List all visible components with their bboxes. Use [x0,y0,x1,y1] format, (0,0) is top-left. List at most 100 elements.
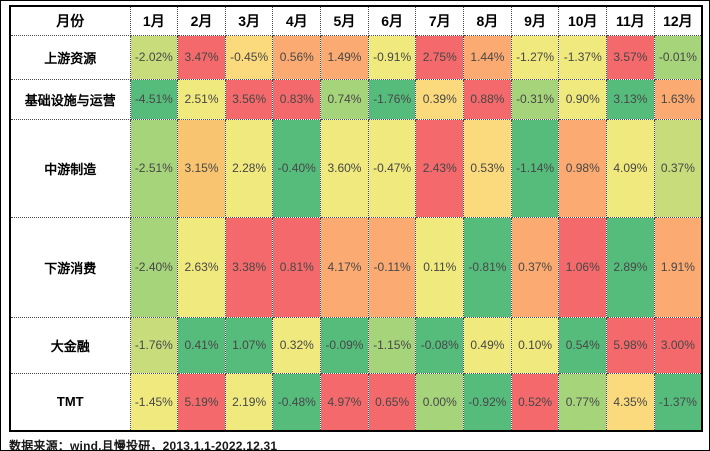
heatmap-cell: -2.40% [129,216,179,318]
heatmap-cell: 0.65% [367,372,417,432]
heatmap-cell: -2.02% [129,34,179,80]
heatmap-cell: -0.91% [367,34,417,80]
heatmap-cell: 2.75% [415,34,465,80]
heatmap-cell: 3.38% [224,216,274,318]
month-header-7: 7月 [415,5,465,36]
heatmap-cell: 2.51% [177,78,226,120]
heatmap-cell: 1.06% [558,216,608,318]
heatmap-cell: 0.74% [320,78,369,120]
month-header-10: 10月 [558,5,608,36]
heatmap-cell: -0.01% [653,34,703,80]
heatmap-cell: 0.00% [415,372,465,432]
sector-row: 中游制造 -2.51% 3.15% 2.28% -0.40% 3.60% -0.47% 2.4… [9,118,703,218]
heatmap-cell: -1.27% [510,34,560,80]
heatmap-cell: 0.41% [177,316,226,374]
heatmap-cell: -1.37% [558,34,608,80]
heatmap-cell: 1.07% [224,316,274,374]
heatmap-cell: -2.51% [129,118,179,218]
heatmap-cell: 4.97% [320,372,369,432]
source-note: 数据来源：wind,且慢投研，2013.1.1-2022.12.31 [9,439,278,451]
heatmap-cell: -1.45% [129,372,179,432]
heatmap-cell: 3.47% [177,34,226,80]
heatmap-cell: 2.63% [177,216,226,318]
row-label: 基础设施与运营 [9,78,131,120]
heatmap-cell: -1.76% [367,78,417,120]
month-header-8: 8月 [463,5,512,36]
heatmap-cell: -1.37% [653,372,703,432]
row-label: 大金融 [9,316,131,374]
sector-row: 下游消费 -2.40% 2.63% 3.38% 0.81% 4.17% -0.11% 0.11… [9,216,703,318]
heatmap-cell: 2.43% [415,118,465,218]
heatmap-cell: 5.19% [177,372,226,432]
heatmap-cell: 3.60% [320,118,369,218]
heatmap-cell: 0.56% [272,34,322,80]
month-header-3: 3月 [224,5,274,36]
heatmap-cell: -0.45% [224,34,274,80]
heatmap-cell: -0.81% [463,216,512,318]
heatmap-cell: 3.00% [653,316,703,374]
heatmap-cell: -0.47% [367,118,417,218]
heatmap-cell: -0.09% [320,316,369,374]
heatmap-cell: 0.77% [558,372,608,432]
heatmap-cell: 1.44% [463,34,512,80]
heatmap-cell: 2.89% [606,216,655,318]
heatmap-cell: 5.98% [606,316,655,374]
heatmap-cell: 1.63% [653,78,703,120]
sector-row: TMT -1.45% 5.19% 2.19% -0.48% 4.97% 0.65% 0.00%… [9,372,703,432]
row-label: TMT [9,372,131,432]
corner-header: 月份 [9,5,131,36]
heatmap-cell: 0.39% [415,78,465,120]
month-header-1: 1月 [129,5,179,36]
month-header-12: 12月 [653,5,703,36]
heatmap-cell: 1.49% [320,34,369,80]
heatmap-cell: 0.49% [463,316,512,374]
month-header-6: 6月 [367,5,417,36]
heatmap-cell: 3.56% [224,78,274,120]
month-header-2: 2月 [177,5,226,36]
heatmap-cell: -0.48% [272,372,322,432]
row-label: 下游消费 [9,216,131,318]
month-header-9: 9月 [510,5,560,36]
row-label: 中游制造 [9,118,131,218]
heatmap-body: 月份 1月 2月 3月 4月 5月 6月 7月 8月 9月 10月 11月 12月 上游资源 -2.02% 3… [9,5,703,432]
heatmap-cell: 0.98% [558,118,608,218]
heatmap-cell: -1.76% [129,316,179,374]
heatmap-cell: -0.92% [463,372,512,432]
heatmap-cell: 3.13% [606,78,655,120]
heatmap-cell: 3.15% [177,118,226,218]
heatmap-cell: -0.31% [510,78,560,120]
heatmap-cell: 2.28% [224,118,274,218]
heatmap-cell: 0.52% [510,372,560,432]
sector-row: 基础设施与运营 -4.51% 2.51% 3.56% 0.83% 0.74% -1.76% 0… [9,78,703,120]
heatmap-cell: 2.19% [224,372,274,432]
heatmap-cell: 0.32% [272,316,322,374]
heatmap-cell: 4.09% [606,118,655,218]
heatmap-cell: -0.40% [272,118,322,218]
heatmap-cell: 0.37% [653,118,703,218]
heatmap-cell: 1.91% [653,216,703,318]
heatmap-cell: -1.14% [510,118,560,218]
heatmap-cell: 0.37% [510,216,560,318]
heatmap-cell: 0.10% [510,316,560,374]
sector-row: 大金融 -1.76% 0.41% 1.07% 0.32% -0.09% -1.15% -0.0… [9,316,703,374]
heatmap-cell: -0.11% [367,216,417,318]
row-label: 上游资源 [9,34,131,80]
heatmap-table: 月份 1月 2月 3月 4月 5月 6月 7月 8月 9月 10月 11月 12月 上游资源 -2.02% 3… [9,5,703,432]
month-header-5: 5月 [320,5,369,36]
heatmap-cell: 0.11% [415,216,465,318]
heatmap-cell: 3.57% [606,34,655,80]
heatmap-cell: 0.53% [463,118,512,218]
month-header-11: 11月 [606,5,655,36]
heatmap-cell: 0.54% [558,316,608,374]
sector-row: 上游资源 -2.02% 3.47% -0.45% 0.56% 1.49% -0.91% 2.7… [9,34,703,80]
heatmap-cell: 0.83% [272,78,322,120]
month-header-4: 4月 [272,5,322,36]
heatmap-cell: 0.90% [558,78,608,120]
heatmap-cell: 4.35% [606,372,655,432]
heatmap-cell: 0.81% [272,216,322,318]
heatmap-cell: -4.51% [129,78,179,120]
heatmap-cell: 4.17% [320,216,369,318]
heatmap-cell: -1.15% [367,316,417,374]
heatmap-cell: -0.08% [415,316,465,374]
